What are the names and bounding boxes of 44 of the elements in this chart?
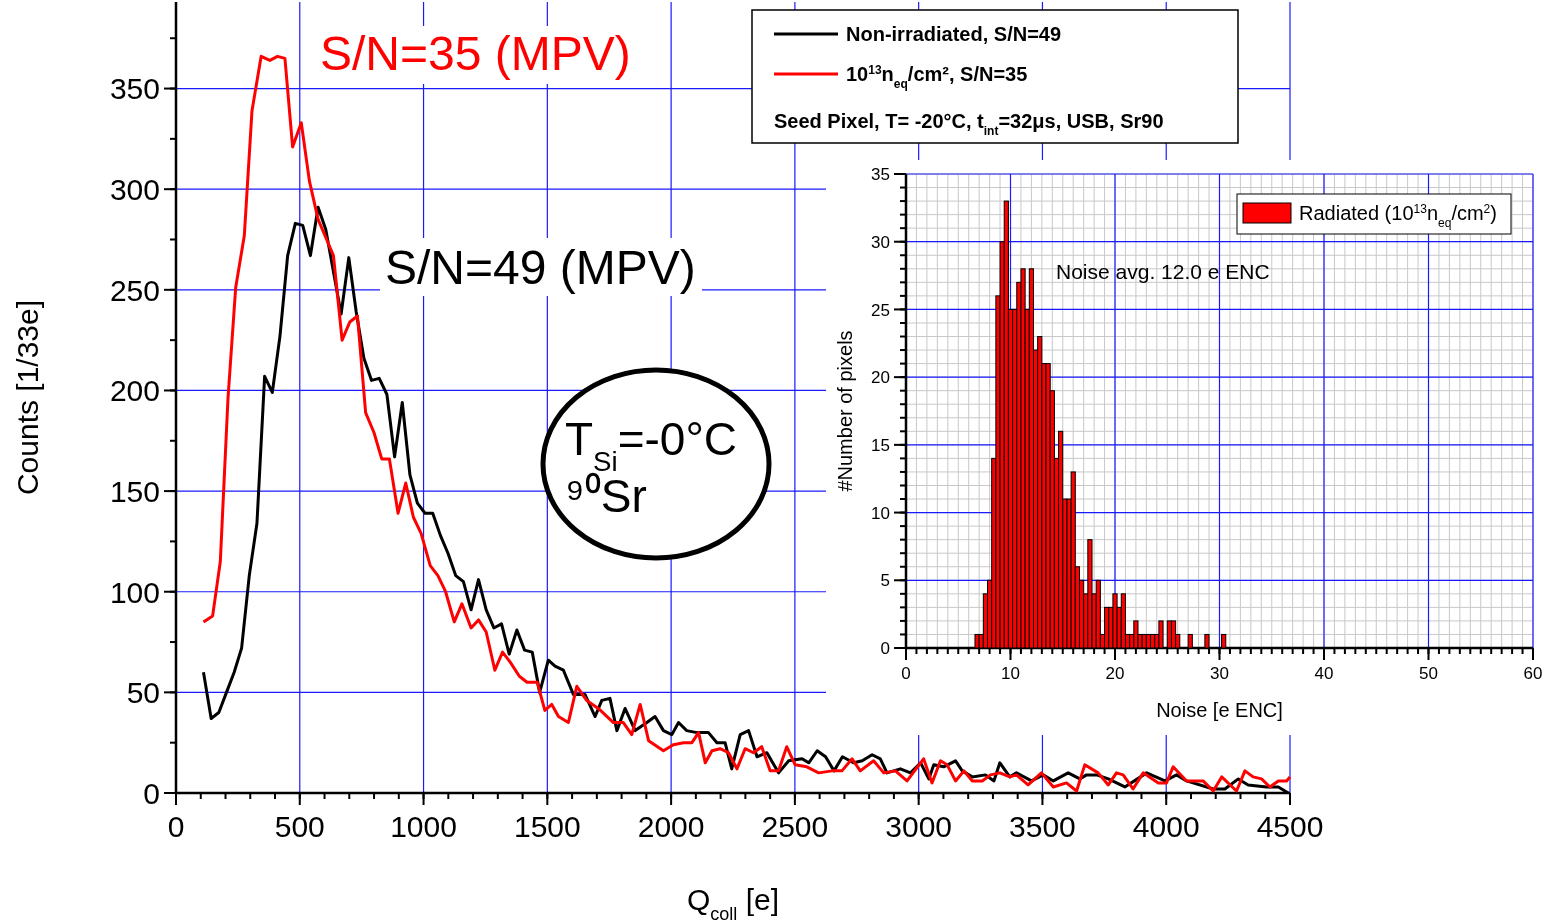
x-tick-label: 4000 [1132, 810, 1200, 843]
x-tick-label: 0 [901, 664, 911, 683]
x-axis-title: Noise [e ENC] [1156, 699, 1283, 721]
y-tick-label: 15 [871, 435, 890, 455]
y-tick-label: 0 [143, 776, 160, 810]
y-tick-label: 30 [871, 232, 890, 252]
y-tick-label: 350 [109, 72, 160, 106]
x-tick-label: 2000 [637, 810, 705, 843]
annotation: ⁹⁰Sr [565, 470, 647, 522]
annotation: S/N=49 (MPV) [385, 241, 696, 294]
x-tick-label: 3000 [885, 810, 953, 843]
x-tick-label: 1500 [513, 810, 581, 843]
legend-label: Non-irradiated, S/N=49 [846, 23, 1062, 45]
y-tick-label: 150 [109, 474, 160, 508]
y-tick-label: 100 [109, 575, 160, 609]
legend-label: Radiated (10$^{13}$n$_{eq}$/cm$^{2}$) [1299, 202, 1497, 230]
y-tick-label: 0 [880, 639, 890, 659]
x-tick-label: 0 [167, 810, 185, 843]
annotation: Noise avg. 12.0 e ENC [1056, 260, 1270, 283]
y-tick-label: 20 [871, 368, 890, 388]
x-tick-label: 40 [1314, 664, 1334, 683]
y-axis-title: Counts [1/33e] [11, 299, 44, 496]
x-tick-label: 2500 [761, 810, 829, 843]
x-tick-label: 10 [1001, 664, 1020, 683]
x-tick-label: 500 [274, 810, 325, 843]
y-tick-label: 25 [871, 300, 890, 320]
y-tick-label: 300 [109, 172, 160, 206]
x-tick-label: 60 [1523, 664, 1543, 683]
legend-title: Seed Pixel, T= -20°C, t$_{int}$=32μs, USB, Sr90 [774, 110, 1164, 138]
legend-label: 10$^{13}$n$_{eq}$/cm², S/N=35 [846, 63, 1028, 91]
annotation: S/N=35 (MPV) [320, 27, 631, 80]
x-tick-label: 50 [1419, 664, 1438, 683]
y-tick-label: 35 [871, 165, 890, 185]
x-tick-label: 1000 [390, 810, 457, 843]
x-tick-label: 20 [1105, 664, 1125, 683]
x-tick-label: 3500 [1009, 810, 1076, 843]
y-tick-label: 250 [109, 273, 160, 307]
y-tick-label: 5 [880, 571, 890, 591]
x-tick-label: 4500 [1256, 810, 1324, 843]
x-axis-title: Q$_{coll}$ [e] [686, 883, 780, 923]
x-tick-label: 30 [1210, 664, 1229, 683]
y-tick-label: 200 [109, 374, 160, 408]
y-axis-title: #Number of pixels [834, 330, 856, 492]
y-tick-label: 10 [871, 503, 890, 523]
